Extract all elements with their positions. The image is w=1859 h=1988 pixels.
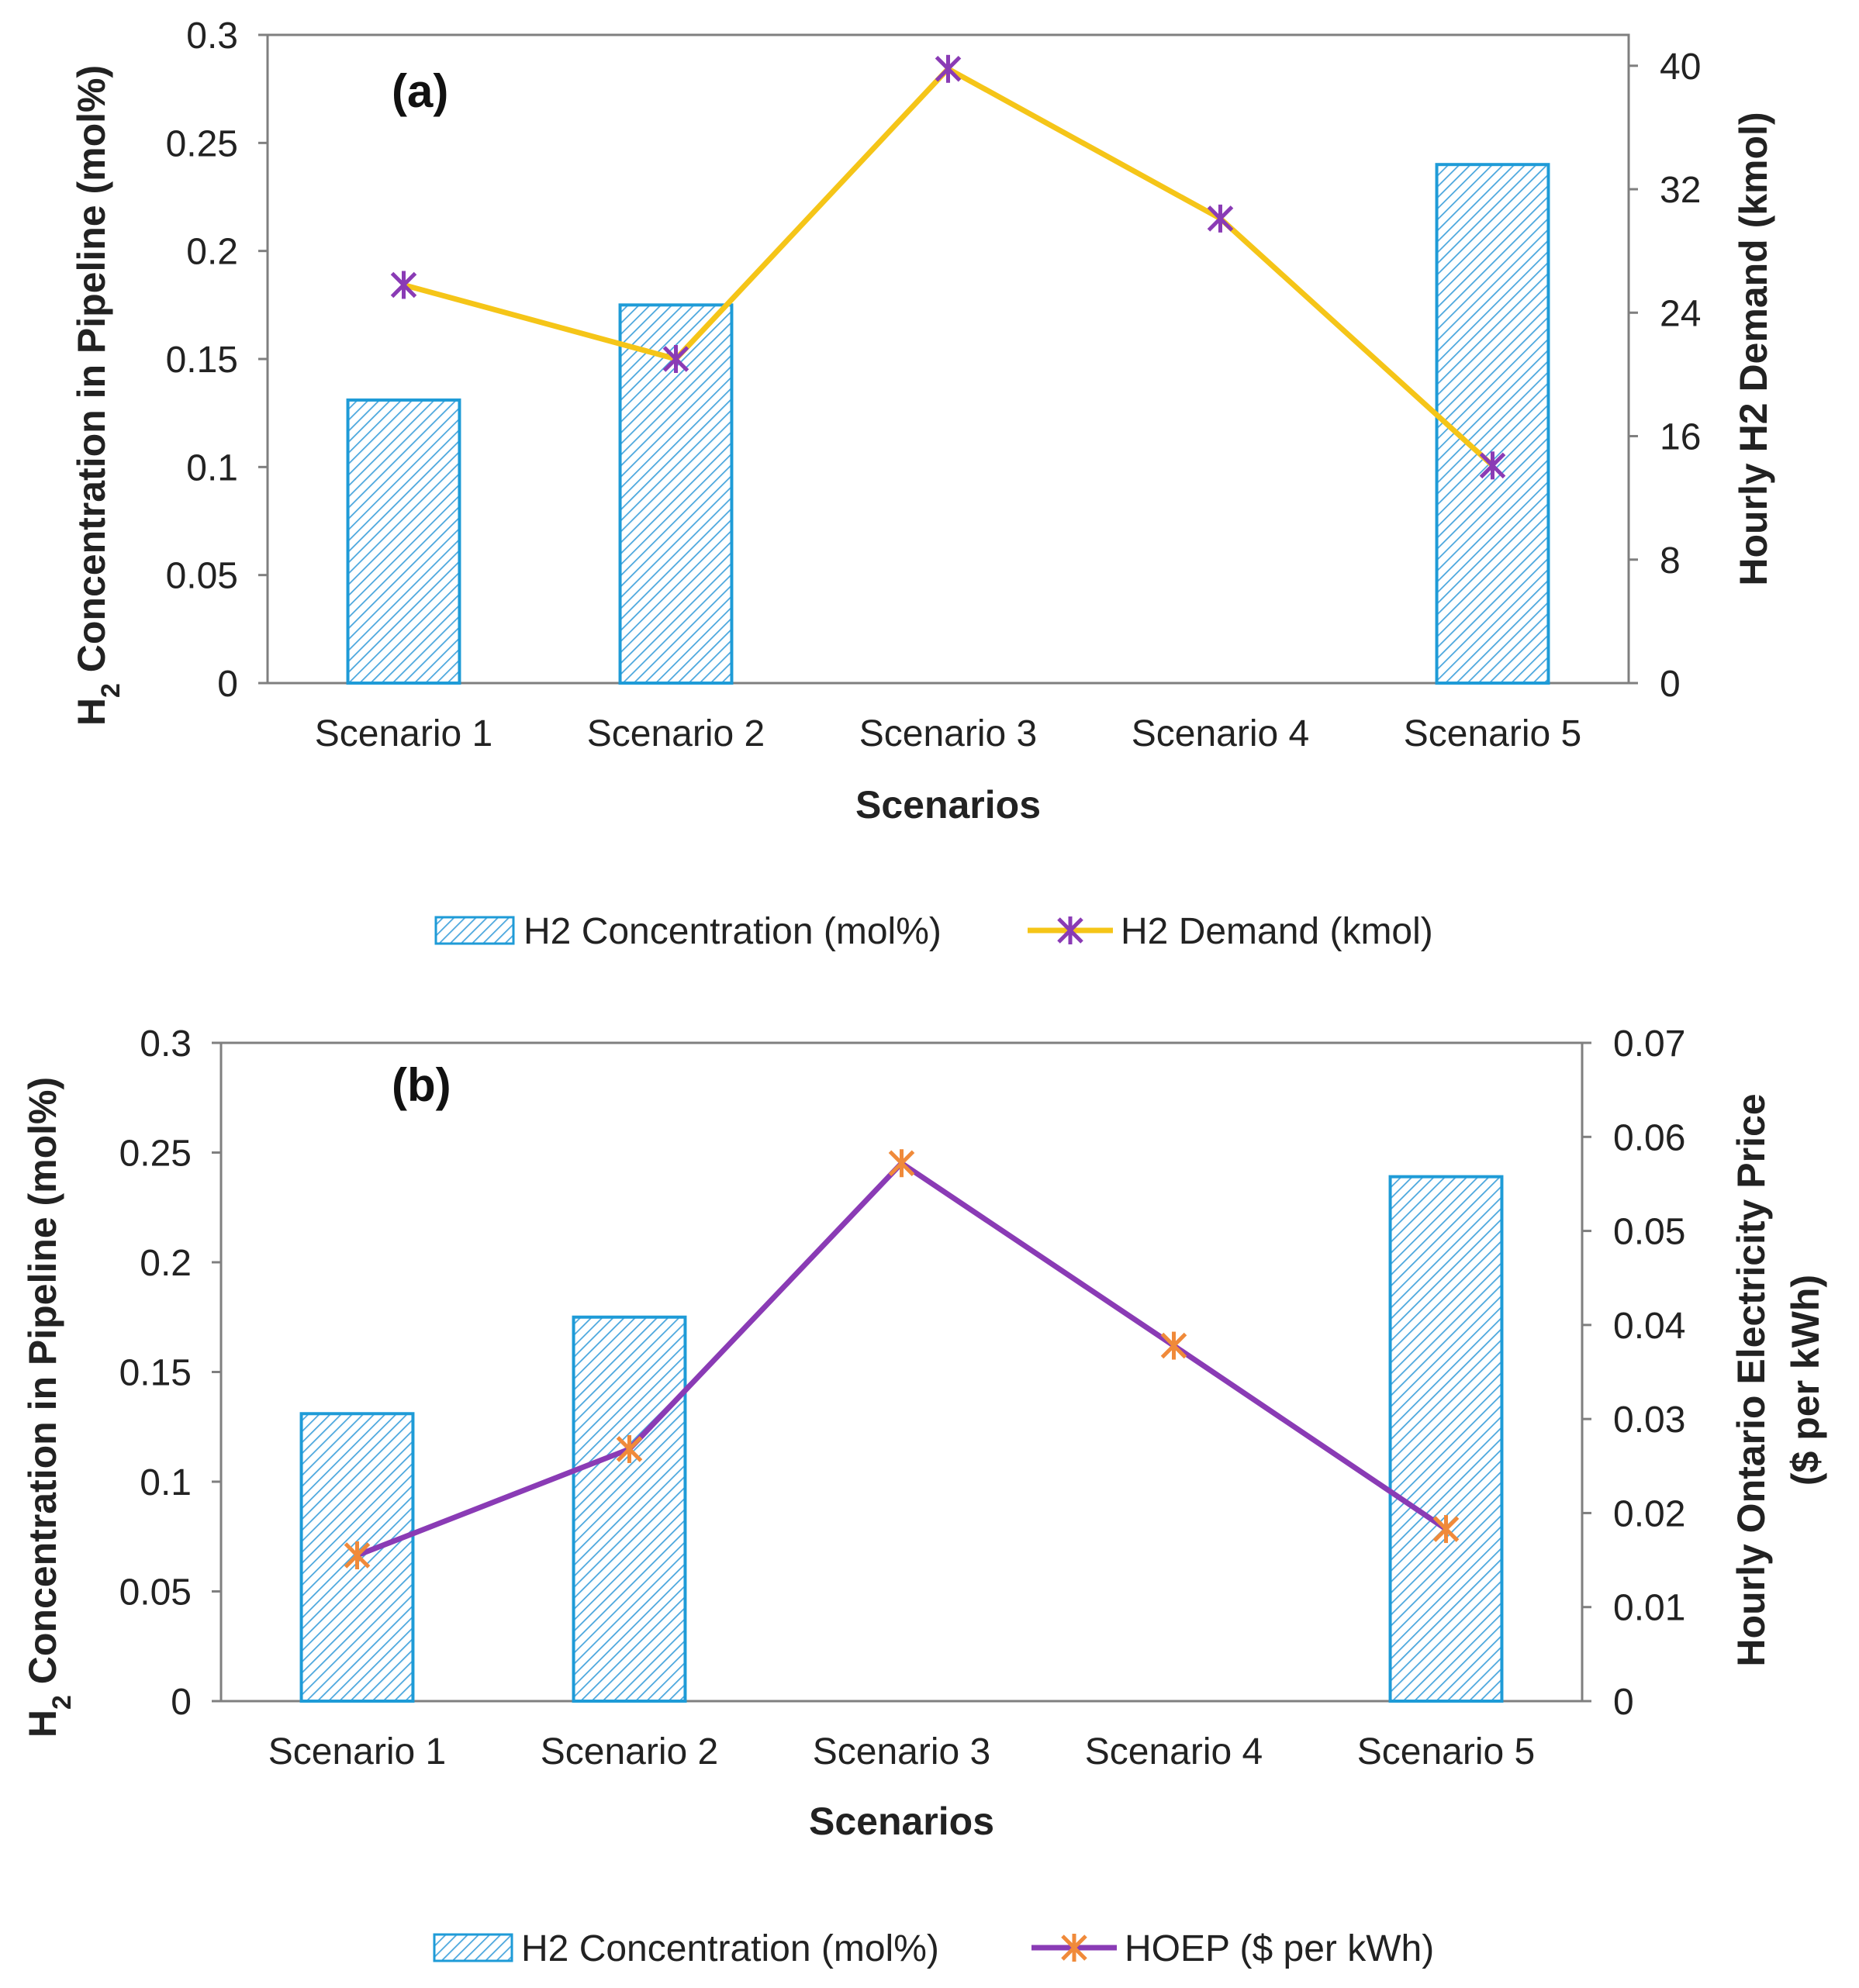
x-tick-label: Scenario 4 <box>1132 713 1309 754</box>
y-tick-label: 0.3 <box>186 16 238 57</box>
y-axis-title-rest: Concentration in Pipeline (mol%) <box>21 1077 64 1695</box>
x-tick-label: Scenario 1 <box>268 1731 446 1772</box>
line-point <box>888 1149 915 1178</box>
x-tick-label: Scenario 5 <box>1404 713 1581 754</box>
x-axis-title: Scenarios <box>809 1800 994 1843</box>
legend-bar-swatch <box>434 916 515 945</box>
y2-tick-label: 24 <box>1660 293 1701 334</box>
y-tick-label: 0.05 <box>119 1572 192 1614</box>
y2-tick-label: 0.04 <box>1613 1306 1685 1347</box>
panel-a: 0 0.05 0.1 0.15 0.2 0.25 0.3 0 8 16 24 32 40 Scenario… <box>70 16 1775 952</box>
legend-line-marker <box>1057 916 1083 944</box>
x-tick-label: Scenario 3 <box>859 713 1037 754</box>
plot-area <box>219 1041 1584 1703</box>
y-tick-label: 0.1 <box>140 1462 192 1503</box>
y-tick-label: 0.15 <box>119 1353 192 1394</box>
panel-b: 0 0.05 0.1 0.15 0.2 0.25 0.3 0 0.01 0.02 0.03 0.04 0… <box>21 1023 1827 1969</box>
x-tick-label: Scenario 2 <box>541 1731 718 1772</box>
legend-line-label: HOEP ($ per kWh) <box>1125 1928 1434 1969</box>
y-axis-title-sub: 2 <box>47 1695 77 1710</box>
legend: H2 Concentration (mol%) H2 Demand (kmol) <box>434 911 1433 952</box>
line-point <box>1160 1331 1187 1360</box>
panel-label: (b) <box>392 1059 451 1111</box>
x-tick-label: Scenario 3 <box>813 1731 990 1772</box>
line-point <box>1432 1515 1460 1544</box>
y-tick-label: 0 <box>171 1682 192 1723</box>
y2-tick-label: 8 <box>1660 540 1681 582</box>
bar <box>1388 1175 1504 1703</box>
x-tick-label: Scenario 4 <box>1085 1731 1263 1772</box>
bar <box>572 1315 687 1703</box>
x-tick-label: Scenario 2 <box>587 713 765 754</box>
y-tick-label: 0.3 <box>140 1023 192 1065</box>
y-tick-label: 0.15 <box>166 340 238 381</box>
y-axis-title: H2 Concentration in Pipeline (mol%) <box>21 1077 77 1738</box>
y2-axis-title: ($ per kWh) <box>1784 1275 1827 1486</box>
y2-tick-label: 32 <box>1660 170 1701 211</box>
series-line <box>403 66 1494 468</box>
y-tick-label: 0.2 <box>186 232 238 273</box>
line-point <box>662 345 689 373</box>
y-tick-label: 0.25 <box>166 123 238 164</box>
y-axis-title-h: H <box>21 1710 64 1738</box>
y-tick-label: 0.2 <box>140 1243 192 1284</box>
legend-line-label: H2 Demand (kmol) <box>1121 911 1433 952</box>
y2-tick-label: 0.05 <box>1613 1212 1685 1253</box>
bar <box>1435 163 1550 685</box>
y2-tick-label: 0.02 <box>1613 1493 1685 1534</box>
bar <box>618 303 734 685</box>
x-tick-label: Scenario 1 <box>315 713 492 754</box>
y-axis-title-rest: Concentration in Pipeline (mol%) <box>70 65 113 683</box>
panel-label: (a) <box>392 65 448 117</box>
y2-tick-label: 16 <box>1660 417 1701 458</box>
line-point <box>344 1541 371 1570</box>
line-point <box>616 1434 643 1463</box>
y2-axis-title: Hourly Ontario Electricity Price <box>1729 1093 1773 1666</box>
x-tick-label: Scenario 5 <box>1357 1731 1535 1772</box>
plot-area <box>266 33 1630 685</box>
y-axis-title-h: H <box>70 698 113 726</box>
legend-line-marker <box>1061 1934 1087 1962</box>
y2-tick-label: 0.01 <box>1613 1588 1685 1629</box>
y2-tick-label: 0 <box>1660 664 1681 705</box>
y-tick-label: 0.05 <box>166 556 238 597</box>
y2-tick-label: 40 <box>1660 47 1701 88</box>
legend: H2 Concentration (mol%) HOEP ($ per kWh) <box>433 1928 1434 1969</box>
y-tick-label: 0.25 <box>119 1134 192 1175</box>
y2-tick-label: 0.07 <box>1613 1023 1685 1065</box>
series-line <box>356 1160 1448 1558</box>
y-tick-label: 0 <box>217 664 238 705</box>
bar <box>346 398 461 685</box>
legend-bar-label: H2 Concentration (mol%) <box>521 1928 939 1969</box>
line-point <box>935 54 962 83</box>
y2-axis-title: Hourly H2 Demand (kmol) <box>1732 112 1775 585</box>
line-point <box>390 271 417 299</box>
line-point <box>1479 451 1506 480</box>
legend-bar-swatch <box>433 1933 513 1962</box>
y-axis-title-sub: 2 <box>96 683 126 698</box>
y2-tick-label: 0 <box>1613 1682 1634 1723</box>
y2-tick-label: 0.06 <box>1613 1117 1685 1158</box>
y-axis-title: H2 Concentration in Pipeline (mol%) <box>70 65 126 726</box>
y2-tick-label: 0.03 <box>1613 1400 1685 1441</box>
x-axis-title: Scenarios <box>855 783 1041 827</box>
y-tick-label: 0.1 <box>186 447 238 488</box>
line-point <box>1207 204 1234 233</box>
legend-bar-label: H2 Concentration (mol%) <box>523 911 942 952</box>
